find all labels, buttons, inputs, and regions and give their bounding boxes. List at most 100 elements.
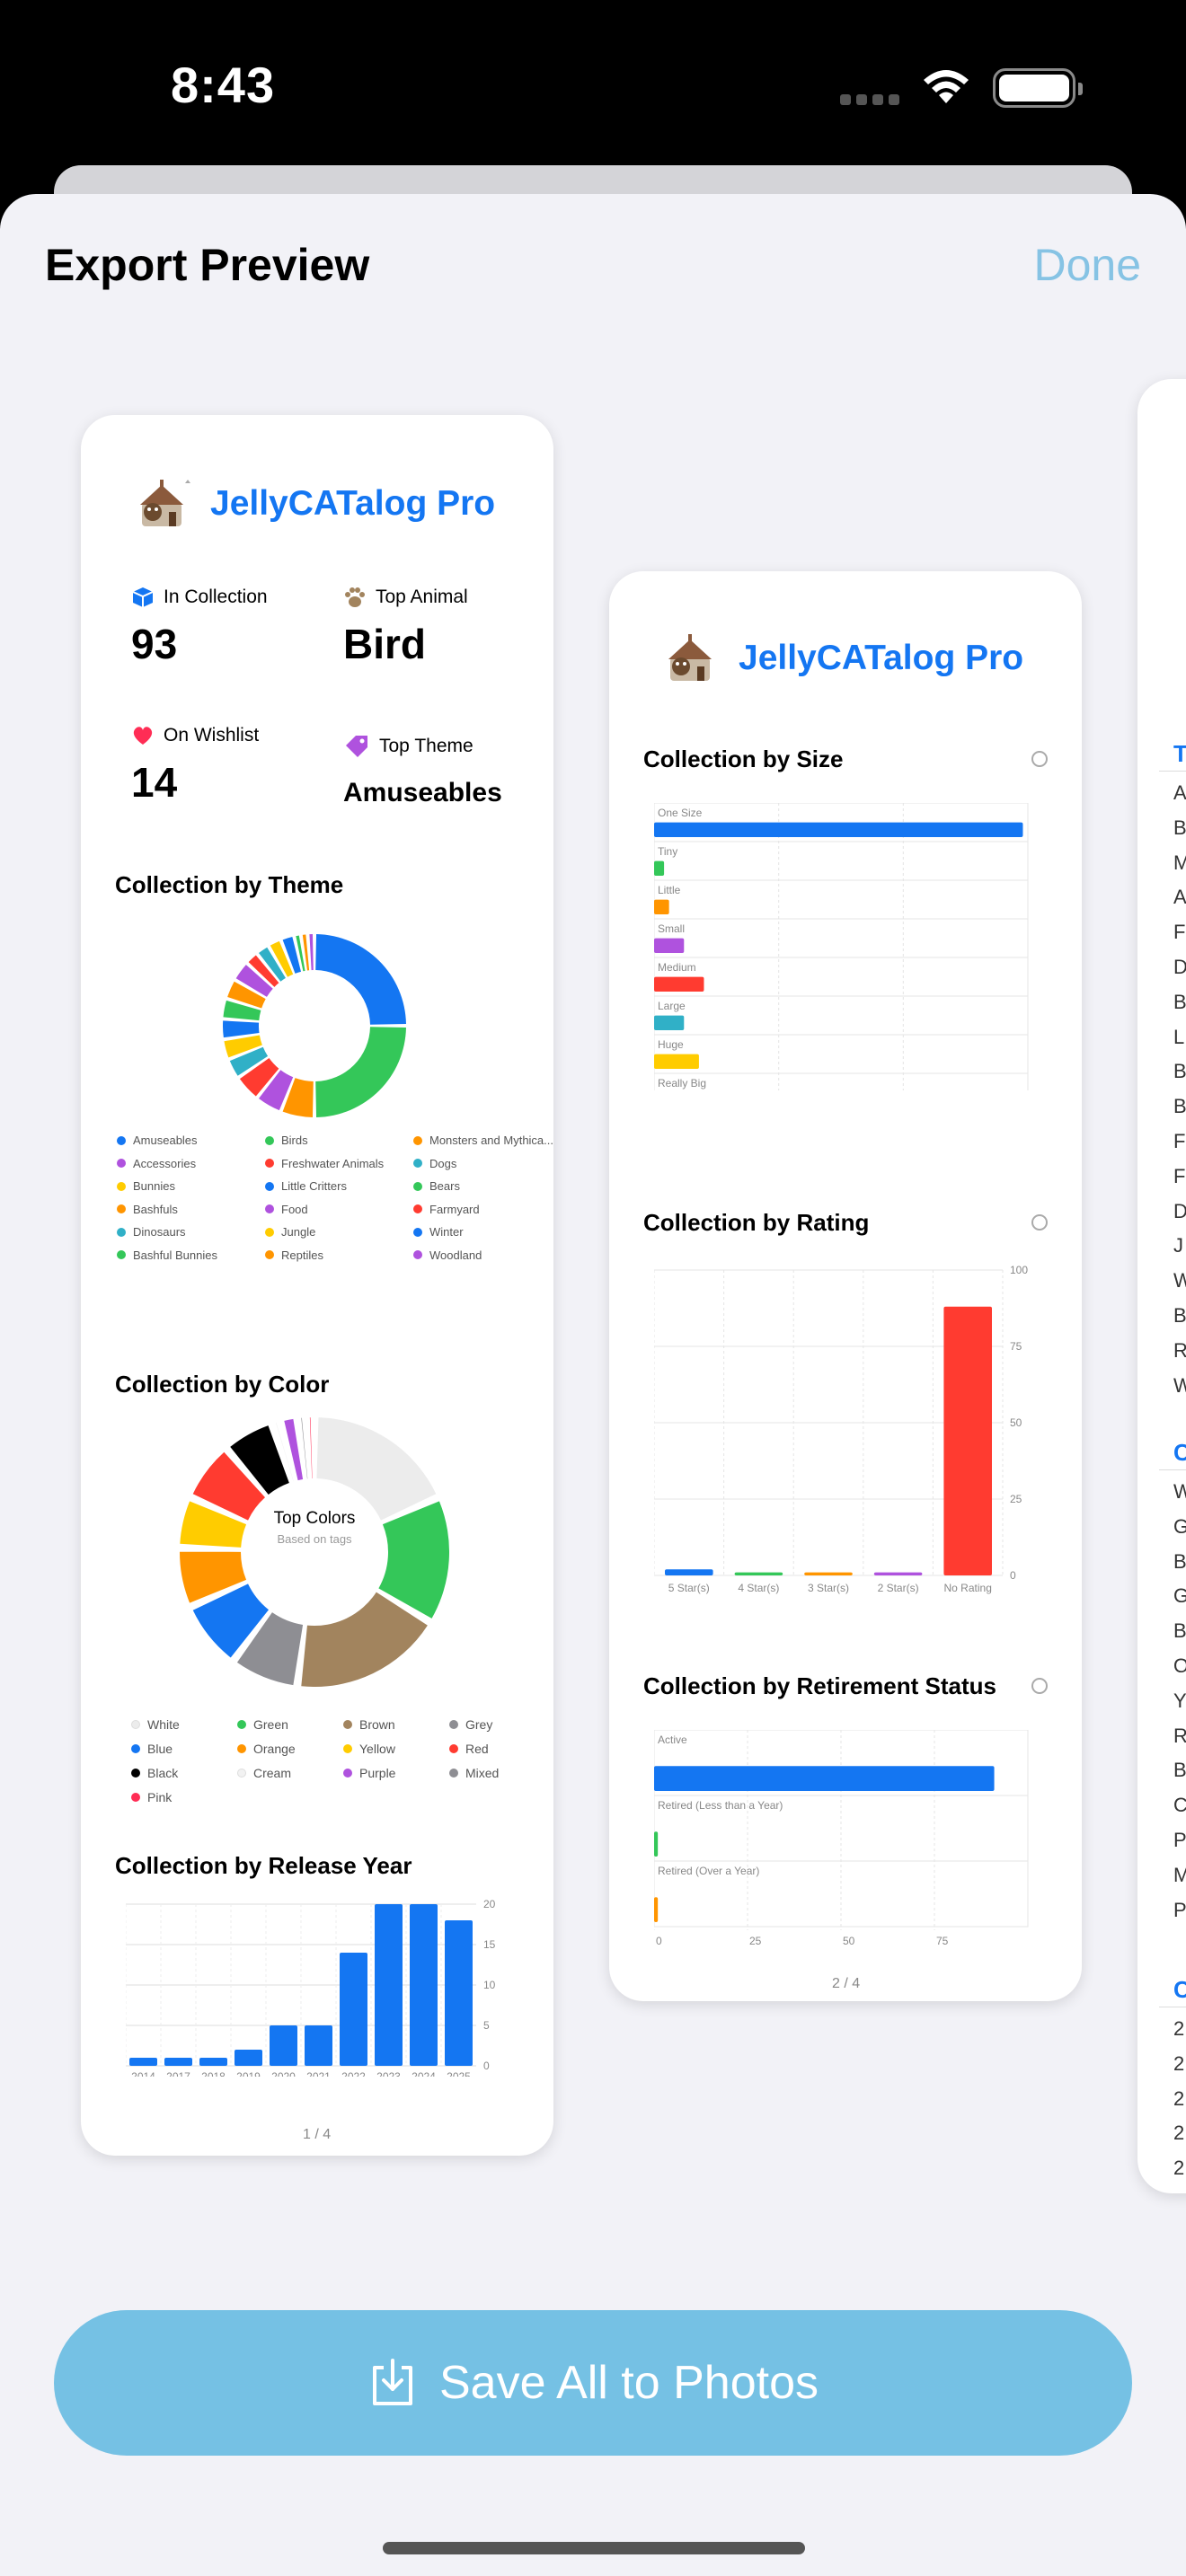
category-label: Huge — [658, 1038, 684, 1051]
info-icon — [1031, 751, 1048, 767]
bar-2023 — [375, 1904, 403, 2066]
page-number: 2 / 4 — [832, 1976, 861, 1991]
rating-bar-chart: 0 25 50 75 100 5 Star(s) 4 Star(s) 3 Star(s) 2 S… — [654, 1264, 1028, 1594]
donut-slice-bashful-bunnies — [296, 935, 305, 972]
donut-slice-monsters-and-mythica- — [282, 1078, 314, 1117]
bar-tiny — [654, 860, 665, 876]
legend-item: Bashful Bunnies — [117, 1248, 217, 1262]
legend-dot — [449, 1769, 458, 1778]
theme-donut-chart — [223, 934, 406, 1117]
legend-dot — [413, 1159, 422, 1168]
legend-dot — [131, 1793, 140, 1802]
color-legend: White Green Brown Grey Blue Orange Yellow Red Bl… — [131, 1717, 527, 1816]
table-row: 2 — [1173, 2051, 1185, 2075]
legend-dot — [117, 1227, 126, 1237]
heart-icon — [133, 727, 153, 745]
page-number: 1 / 4 — [303, 2127, 332, 2142]
donut-slice-birds — [315, 1027, 406, 1117]
legend-dot — [413, 1135, 422, 1145]
donut-slice-red — [192, 1451, 265, 1521]
legend-item: White — [131, 1717, 180, 1732]
donut-slice-brown — [301, 1592, 428, 1687]
table-row: W — [1173, 1480, 1186, 1503]
stat-label: Top Animal — [376, 587, 468, 607]
table-row: B — [1173, 990, 1186, 1013]
export-page-1[interactable]: JellyCATalog Pro In Collection 93 Top An… — [81, 415, 553, 2156]
donut-slice-pink — [309, 1417, 313, 1479]
legend-dot — [117, 1181, 126, 1191]
legend-item: Cream — [237, 1766, 291, 1780]
legend-label: Orange — [253, 1742, 296, 1756]
legend-item: Birds — [265, 1134, 308, 1147]
legend-item: Accessories — [117, 1157, 196, 1170]
legend-dot — [449, 1744, 458, 1753]
table-row: P — [1173, 1829, 1186, 1851]
table-row: F — [1173, 1130, 1186, 1152]
legend-dot — [413, 1181, 422, 1191]
export-page-3[interactable]: TABMAFDBLBBFFDJWBRWCWGBGBOYRBCPMPC222222… — [1137, 379, 1186, 2193]
donut-slice-purple — [284, 1418, 304, 1481]
table-row: B — [1173, 1060, 1186, 1083]
retirement-chart-title: Collection by Retirement Status — [643, 1672, 996, 1699]
legend-item: Purple — [343, 1766, 395, 1780]
legend-label: Bashful Bunnies — [133, 1248, 217, 1262]
x-tick-label: 2020 — [271, 2070, 296, 2077]
bar-one-size — [654, 822, 1023, 837]
y-tick-label: 0 — [1010, 1569, 1016, 1582]
done-button[interactable]: Done — [1033, 240, 1141, 290]
plot-frame — [654, 803, 1029, 1090]
bar-no-rating — [943, 1306, 992, 1575]
legend-label: Freshwater Animals — [281, 1156, 385, 1170]
legend-item: Mixed — [449, 1766, 499, 1780]
x-tick-label: 2021 — [306, 2070, 331, 2077]
legend-item: Bashfuls — [117, 1203, 178, 1216]
size-bar-chart: 02550One SizeTinyLittleSmallMediumLargeH… — [654, 803, 1029, 1090]
x-tick-label: 2019 — [236, 2070, 261, 2077]
legend-dot — [117, 1250, 126, 1259]
save-all-button[interactable]: Save All to Photos — [54, 2310, 1132, 2456]
y-tick-label: 100 — [1010, 1264, 1028, 1276]
donut-slice-winter — [282, 937, 301, 974]
legend-item: Woodland — [413, 1248, 482, 1262]
legend-item: Yellow — [343, 1742, 395, 1756]
x-tick-label: 25 — [749, 1935, 762, 1945]
legend-item: Grey — [449, 1717, 492, 1732]
donut-slice-freshwater-animals — [239, 1057, 279, 1097]
export-page-2[interactable]: JellyCATalog Pro Collection by Size 0 25 5… — [609, 571, 1082, 2001]
legend-item: Blue — [131, 1742, 173, 1756]
size-chart-title: Collection by Size — [643, 745, 844, 772]
legend-dot — [413, 1250, 422, 1259]
table-row: R — [1173, 1724, 1186, 1747]
color-donut-chart — [180, 1417, 449, 1687]
table-row: O — [1173, 1654, 1186, 1677]
legend-label: Dogs — [429, 1156, 457, 1170]
legend-label: Green — [253, 1717, 288, 1732]
stat-in-collection: In Collection 93 — [131, 586, 268, 668]
legend-item: Red — [449, 1742, 489, 1756]
x-tick-label: No Rating — [944, 1582, 992, 1594]
donut-slice-bunnies — [224, 1035, 262, 1058]
x-tick-label: 2022 — [341, 2070, 366, 2077]
table-heading: C — [1173, 1976, 1186, 2003]
legend-label: Monsters and Mythica... — [429, 1134, 553, 1147]
table-row: D — [1173, 956, 1186, 978]
y-tick-label: 20 — [483, 1898, 496, 1910]
legend-dot — [265, 1135, 274, 1145]
table-row: 2 — [1173, 2086, 1185, 2110]
bar-huge — [654, 1054, 699, 1069]
bar-retired-over-a-year- — [654, 1897, 659, 1922]
bar-small — [654, 938, 685, 953]
bar-2019 — [235, 2050, 262, 2066]
legend-label: Blue — [147, 1742, 173, 1756]
legend-dot — [131, 1720, 140, 1729]
info-icon — [1031, 1678, 1048, 1694]
legend-dot — [449, 1720, 458, 1729]
table-row: P — [1173, 1898, 1186, 1921]
x-tick-label: 2025 — [447, 2070, 471, 2077]
x-tick-label: 3 Star(s) — [808, 1582, 849, 1594]
bar-3-star-s- — [804, 1572, 853, 1575]
legend-item: Monsters and Mythica... — [413, 1134, 553, 1147]
stat-label: Top Theme — [379, 736, 474, 756]
info-icon — [1031, 1214, 1048, 1231]
legend-label: Jungle — [281, 1225, 316, 1239]
